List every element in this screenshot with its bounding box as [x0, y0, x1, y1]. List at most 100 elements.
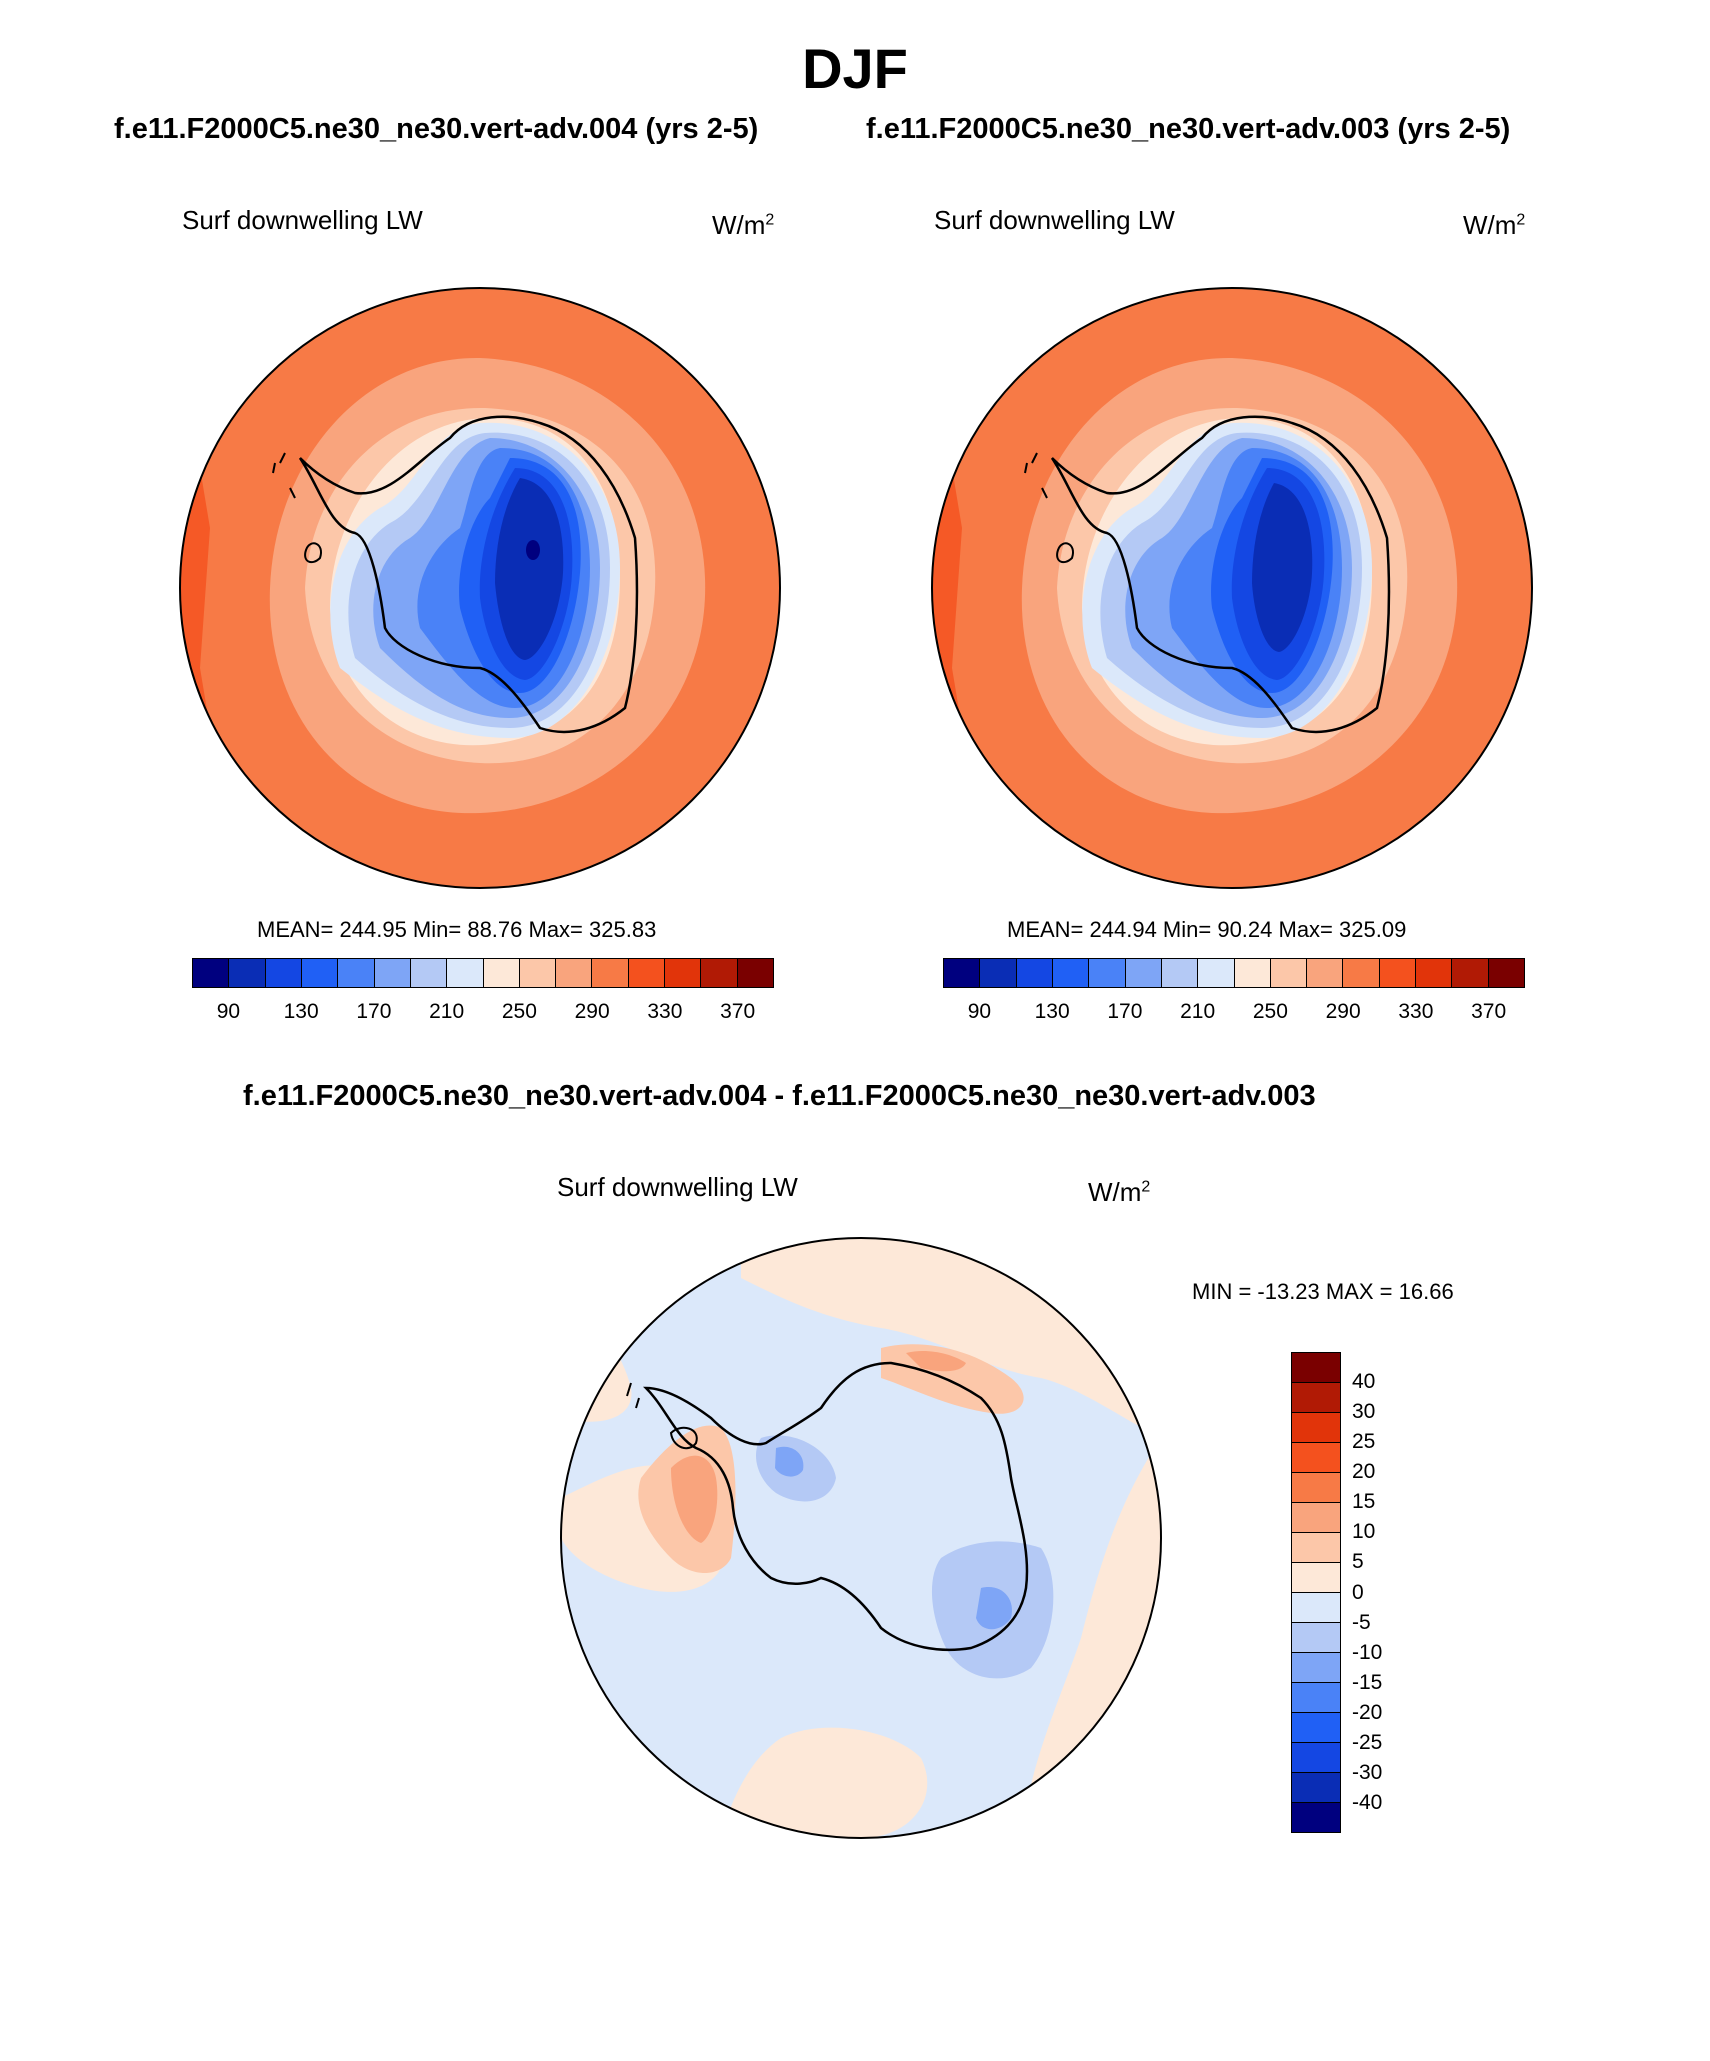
panel3-units: W/m2 [1088, 1177, 1151, 1207]
colorbar-tick-label: 15 [1352, 1490, 1376, 1514]
right-case-subtitle: f.e11.F2000C5.ne30_ne30.vert-adv.003 (yr… [866, 113, 1511, 145]
colorbar-swatch [1016, 959, 1053, 987]
panel2-variable-label: Surf downwelling LW [934, 205, 1175, 235]
colorbar-swatch [592, 959, 629, 987]
colorbar-tick-label: 20 [1352, 1460, 1376, 1484]
colorbar-swatch [1270, 959, 1308, 987]
difference-title: f.e11.F2000C5.ne30_ne30.vert-adv.004 - f… [243, 1080, 1316, 1112]
colorbar-swatch [1292, 1473, 1340, 1503]
colorbar-swatch [1292, 1353, 1340, 1383]
colorbar-swatch [1292, 1443, 1340, 1473]
panel1-colorbar-ticks: 90 130 170 210 250 290 330 370 [192, 1000, 774, 1028]
difference-polar-map [560, 1237, 1162, 1839]
colorbar-tick-label: 250 [501, 1000, 537, 1023]
colorbar-swatch [338, 959, 375, 987]
colorbar-tick-label: 5 [1352, 1550, 1364, 1574]
colorbar-swatch [1292, 1413, 1340, 1443]
panel2-polar-map [931, 287, 1533, 889]
colorbar-tick-label: -40 [1352, 1790, 1383, 1814]
panel3-stats: MIN = -13.23 MAX = 16.66 [1192, 1279, 1454, 1304]
colorbar-swatch [519, 959, 557, 987]
colorbar-swatch [1488, 959, 1524, 987]
colorbar-swatch [483, 959, 520, 987]
colorbar-swatch [447, 959, 484, 987]
colorbar-swatch [1292, 1713, 1340, 1743]
colorbar-swatch [1379, 959, 1417, 987]
panel2-stats: MEAN= 244.94 Min= 90.24 Max= 325.09 [1007, 917, 1407, 942]
colorbar-swatch [1452, 959, 1489, 987]
colorbar-tick-label: 25 [1352, 1430, 1376, 1454]
colorbar-tick-label: 170 [356, 1000, 392, 1023]
colorbar-tick-label: 0 [1352, 1580, 1364, 1604]
colorbar-swatch [1307, 959, 1344, 987]
colorbar-swatch [944, 959, 981, 987]
panel1-variable-label: Surf downwelling LW [182, 205, 423, 235]
colorbar-tick-label: 210 [429, 1000, 465, 1023]
colorbar-tick-label: 250 [1252, 1000, 1288, 1023]
colorbar-tick-label: 290 [1325, 1000, 1361, 1023]
colorbar-tick-label: 330 [1398, 1000, 1434, 1023]
colorbar-swatch [229, 959, 266, 987]
colorbar-swatch [1292, 1593, 1340, 1623]
panel1-stats: MEAN= 244.95 Min= 88.76 Max= 325.83 [257, 917, 657, 942]
colorbar-swatch [1125, 959, 1162, 987]
colorbar-swatch [628, 959, 666, 987]
colorbar-tick-label: 370 [1471, 1000, 1507, 1023]
colorbar-swatch [410, 959, 448, 987]
colorbar-swatch [193, 959, 230, 987]
colorbar-tick-label: -5 [1352, 1610, 1371, 1634]
colorbar-tick-label: -15 [1352, 1670, 1383, 1694]
colorbar-tick-label: -25 [1352, 1730, 1383, 1754]
colorbar-swatch [1292, 1503, 1340, 1533]
colorbar-swatch [980, 959, 1017, 987]
panel3-variable-label: Surf downwelling LW [557, 1172, 798, 1202]
colorbar-tick-label: -10 [1352, 1640, 1383, 1664]
colorbar-swatch [1161, 959, 1199, 987]
panel2-units: W/m2 [1463, 210, 1526, 240]
colorbar-swatch [1292, 1653, 1340, 1683]
colorbar-tick-label: 130 [283, 1000, 319, 1023]
panel1-units: W/m2 [712, 210, 775, 240]
colorbar-swatch [1292, 1563, 1340, 1593]
colorbar-tick-label: 90 [967, 1000, 992, 1023]
panel1-polar-map [179, 287, 781, 889]
colorbar-tick-label: 30 [1352, 1400, 1376, 1424]
colorbar-swatch [1292, 1383, 1340, 1413]
colorbar-swatch [1198, 959, 1235, 987]
difference-colorbar [1291, 1352, 1341, 1833]
colorbar-swatch [1292, 1533, 1340, 1563]
colorbar-swatch [1292, 1623, 1340, 1653]
colorbar-tick-label: -20 [1352, 1700, 1383, 1724]
colorbar-swatch [374, 959, 411, 987]
colorbar-swatch [1416, 959, 1453, 987]
colorbar-swatch [301, 959, 339, 987]
colorbar-swatch [737, 959, 773, 987]
figure-title: DJF [802, 37, 908, 100]
panel2-colorbar [943, 958, 1525, 988]
panel1-colorbar [192, 958, 774, 988]
left-case-subtitle: f.e11.F2000C5.ne30_ne30.vert-adv.004 (yr… [114, 113, 759, 145]
colorbar-swatch [1052, 959, 1090, 987]
colorbar-swatch [1292, 1803, 1340, 1832]
colorbar-swatch [1089, 959, 1126, 987]
colorbar-tick-label: 130 [1034, 1000, 1070, 1023]
colorbar-tick-label: -30 [1352, 1760, 1383, 1784]
colorbar-tick-label: 370 [720, 1000, 756, 1023]
colorbar-swatch [701, 959, 738, 987]
colorbar-swatch [556, 959, 593, 987]
colorbar-tick-label: 10 [1352, 1520, 1376, 1544]
colorbar-tick-label: 290 [574, 1000, 610, 1023]
colorbar-swatch [1292, 1773, 1340, 1803]
colorbar-swatch [1234, 959, 1271, 987]
colorbar-tick-label: 40 [1352, 1370, 1376, 1394]
colorbar-tick-label: 330 [647, 1000, 683, 1023]
colorbar-tick-label: 170 [1107, 1000, 1143, 1023]
colorbar-swatch [1343, 959, 1380, 987]
colorbar-tick-label: 90 [216, 1000, 241, 1023]
colorbar-swatch [1292, 1683, 1340, 1713]
difference-colorbar-ticks: 40 30 25 20 15 10 5 0 -5 -10 -15 -20 -25 -30 -40 [1352, 1352, 1412, 1833]
colorbar-swatch [665, 959, 702, 987]
colorbar-swatch [1292, 1743, 1340, 1773]
colorbar-tick-label: 210 [1180, 1000, 1216, 1023]
colorbar-swatch [265, 959, 302, 987]
